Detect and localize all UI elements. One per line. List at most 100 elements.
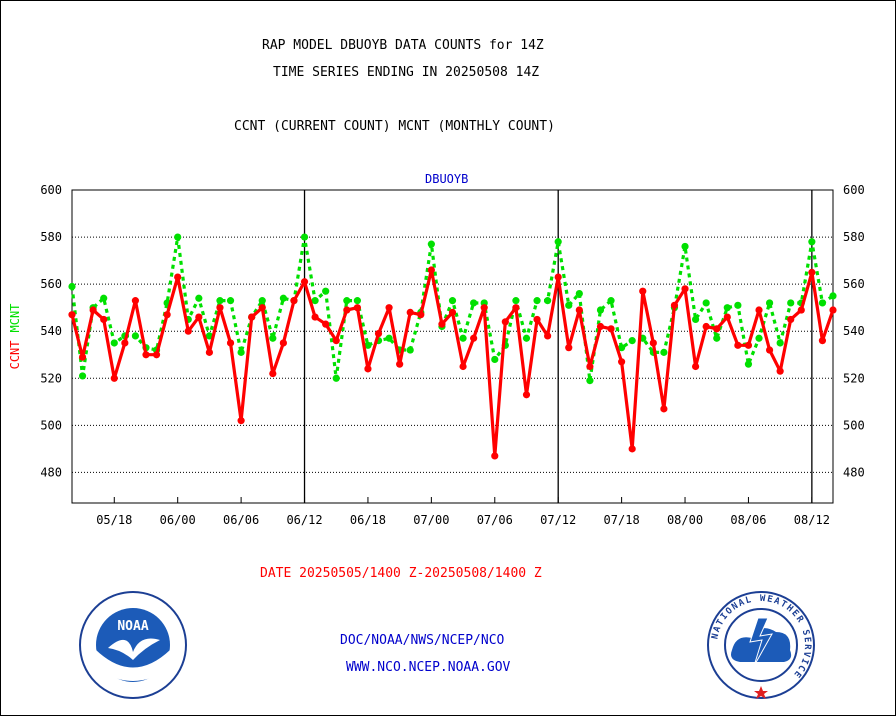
- data-point-ccnt: [533, 315, 541, 324]
- data-point-ccnt: [269, 369, 277, 378]
- data-point-mcnt: [691, 315, 700, 324]
- data-point-ccnt: [78, 353, 87, 361]
- data-point-mcnt: [565, 301, 573, 309]
- data-point-mcnt: [195, 294, 203, 302]
- data-point-ccnt: [818, 337, 827, 345]
- data-point-ccnt: [765, 346, 774, 354]
- data-point-ccnt: [258, 304, 266, 312]
- data-point-ccnt: [670, 301, 679, 309]
- data-point-ccnt: [575, 306, 583, 314]
- data-point-mcnt: [448, 297, 457, 305]
- data-point-mcnt: [744, 360, 753, 368]
- data-point-mcnt: [596, 306, 605, 314]
- y-tick-label-right: 520: [843, 371, 865, 385]
- data-point-ccnt: [660, 405, 668, 413]
- data-point-mcnt: [78, 372, 87, 380]
- org-label: DOC/NOAA/NWS/NCEP/NCO: [340, 633, 505, 648]
- data-point-ccnt: [364, 365, 372, 373]
- data-point-ccnt: [427, 266, 435, 274]
- data-point-mcnt: [776, 339, 784, 347]
- data-point-ccnt: [681, 285, 689, 293]
- data-point-ccnt: [744, 341, 753, 349]
- data-point-ccnt: [776, 367, 784, 375]
- y-tick-label-left: 560: [40, 277, 62, 291]
- data-point-ccnt: [586, 362, 594, 371]
- data-point-mcnt: [575, 289, 583, 298]
- x-tick-label: 07/12: [540, 513, 576, 527]
- x-tick-label: 05/18: [96, 513, 132, 527]
- data-point-mcnt: [269, 334, 277, 342]
- data-point-mcnt: [586, 377, 594, 385]
- data-point-mcnt: [110, 339, 118, 347]
- data-point-mcnt: [205, 332, 214, 340]
- data-point-ccnt: [353, 304, 361, 312]
- data-point-ccnt: [279, 339, 287, 347]
- data-point-ccnt: [713, 325, 721, 333]
- plot-area-border: [71, 189, 834, 504]
- data-point-ccnt: [491, 452, 499, 460]
- data-point-mcnt: [491, 355, 499, 364]
- data-point-ccnt: [131, 297, 140, 305]
- data-point-mcnt: [554, 238, 562, 246]
- data-point-mcnt: [68, 282, 76, 291]
- data-point-ccnt: [723, 313, 731, 321]
- data-point-ccnt: [237, 417, 245, 425]
- data-point-ccnt: [755, 306, 763, 314]
- data-point-ccnt: [121, 339, 129, 347]
- data-point-mcnt: [734, 301, 742, 309]
- data-point-ccnt: [501, 318, 509, 326]
- data-point-ccnt: [100, 315, 108, 324]
- data-point-mcnt: [459, 334, 467, 342]
- x-tick-label: 06/18: [350, 513, 386, 527]
- data-point-ccnt: [374, 329, 383, 338]
- y-axis-label-ccnt: CCNT: [8, 341, 22, 370]
- data-point-ccnt: [522, 391, 531, 399]
- data-point-ccnt: [195, 313, 203, 321]
- data-point-mcnt: [311, 297, 319, 305]
- data-point-ccnt: [396, 360, 404, 368]
- data-point-ccnt: [332, 337, 340, 345]
- data-point-ccnt: [480, 304, 488, 312]
- data-point-ccnt: [734, 341, 742, 349]
- data-point-mcnt: [406, 346, 414, 354]
- data-point-ccnt: [596, 322, 605, 331]
- data-point-ccnt: [163, 311, 171, 319]
- x-tick-label: 08/12: [794, 513, 830, 527]
- data-point-mcnt: [353, 297, 361, 305]
- website-label: WWW.NCO.NCEP.NOAA.GOV: [346, 660, 511, 675]
- date-range-label: DATE 20250505/1400 Z-20250508/1400 Z: [260, 566, 542, 581]
- chart-title: DBUOYB: [425, 172, 469, 186]
- data-point-ccnt: [438, 320, 446, 328]
- data-point-mcnt: [512, 297, 520, 305]
- data-point-ccnt: [89, 306, 97, 314]
- data-point-ccnt: [343, 306, 351, 314]
- y-tick-label-left: 520: [40, 371, 62, 385]
- data-point-ccnt: [300, 278, 309, 286]
- data-point-ccnt: [311, 313, 319, 321]
- y-tick-label-right: 560: [843, 277, 865, 291]
- header-line-3: CCNT (CURRENT COUNT) MCNT (MONTHLY COUNT…: [234, 119, 555, 134]
- data-point-mcnt: [533, 297, 541, 305]
- data-point-mcnt: [723, 304, 731, 312]
- data-point-mcnt: [237, 348, 245, 356]
- nws-logo: NATIONAL WEATHER SERVICE: [707, 591, 815, 699]
- data-point-ccnt: [205, 348, 214, 356]
- data-point-mcnt: [818, 299, 827, 307]
- data-point-ccnt: [808, 268, 816, 276]
- data-point-ccnt: [628, 445, 636, 453]
- y-tick-label-left: 600: [40, 183, 62, 197]
- data-point-ccnt: [152, 351, 161, 359]
- data-point-mcnt: [829, 292, 837, 300]
- data-point-mcnt: [258, 297, 266, 305]
- data-point-mcnt: [607, 297, 615, 305]
- y-tick-label-left: 540: [40, 324, 62, 338]
- data-point-mcnt: [628, 337, 636, 345]
- data-point-mcnt: [681, 242, 689, 251]
- data-point-ccnt: [512, 304, 520, 312]
- data-point-mcnt: [300, 233, 309, 241]
- data-point-ccnt: [226, 339, 235, 347]
- data-point-mcnt: [618, 344, 626, 352]
- data-point-mcnt: [216, 297, 224, 305]
- data-point-mcnt: [364, 341, 372, 349]
- data-point-ccnt: [459, 362, 467, 371]
